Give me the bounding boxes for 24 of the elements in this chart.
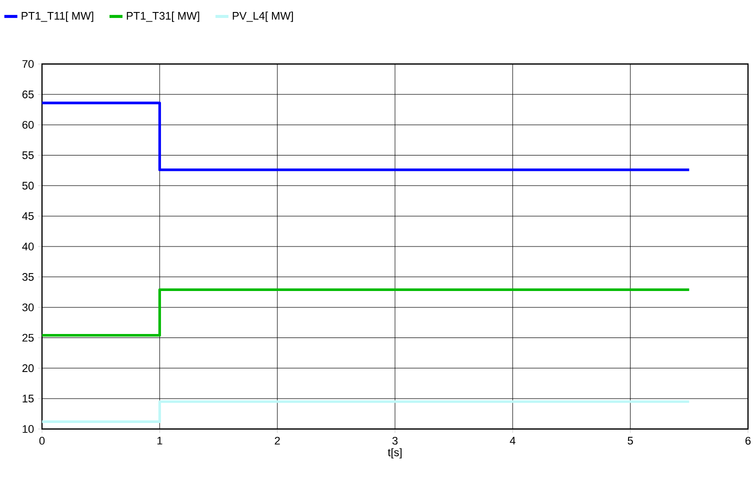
y-tick-label: 10 [22, 425, 34, 433]
y-tick-label: 15 [22, 394, 34, 402]
y-tick-label: 35 [22, 273, 34, 281]
legend-label: PT1_T31[ MW] [126, 12, 200, 22]
x-axis-title: t[s] [388, 448, 402, 458]
y-tick-label: 30 [22, 303, 34, 312]
legend-label: PV_L4[ MW] [232, 12, 293, 22]
x-tick-label: 2 [274, 436, 280, 445]
y-tick-label: 55 [22, 151, 34, 160]
y-tick-label: 60 [22, 120, 34, 129]
x-tick-label: 0 [39, 436, 45, 445]
y-tick-label: 45 [22, 212, 34, 220]
x-tick-label: 4 [510, 436, 516, 444]
x-tick-label: 5 [628, 436, 633, 445]
y-tick-label: 25 [22, 334, 34, 342]
x-tick-label: 1 [157, 436, 162, 444]
y-tick-label: 50 [22, 182, 34, 190]
y-tick-label: 70 [22, 60, 34, 68]
x-tick-label: 3 [392, 436, 398, 445]
x-tick-label: 6 [746, 436, 751, 445]
legend-label: PT1_T11[ MW] [22, 12, 94, 22]
y-tick-label: 40 [22, 242, 34, 250]
y-tick-label: 65 [22, 90, 34, 98]
y-tick-label: 20 [22, 364, 34, 372]
